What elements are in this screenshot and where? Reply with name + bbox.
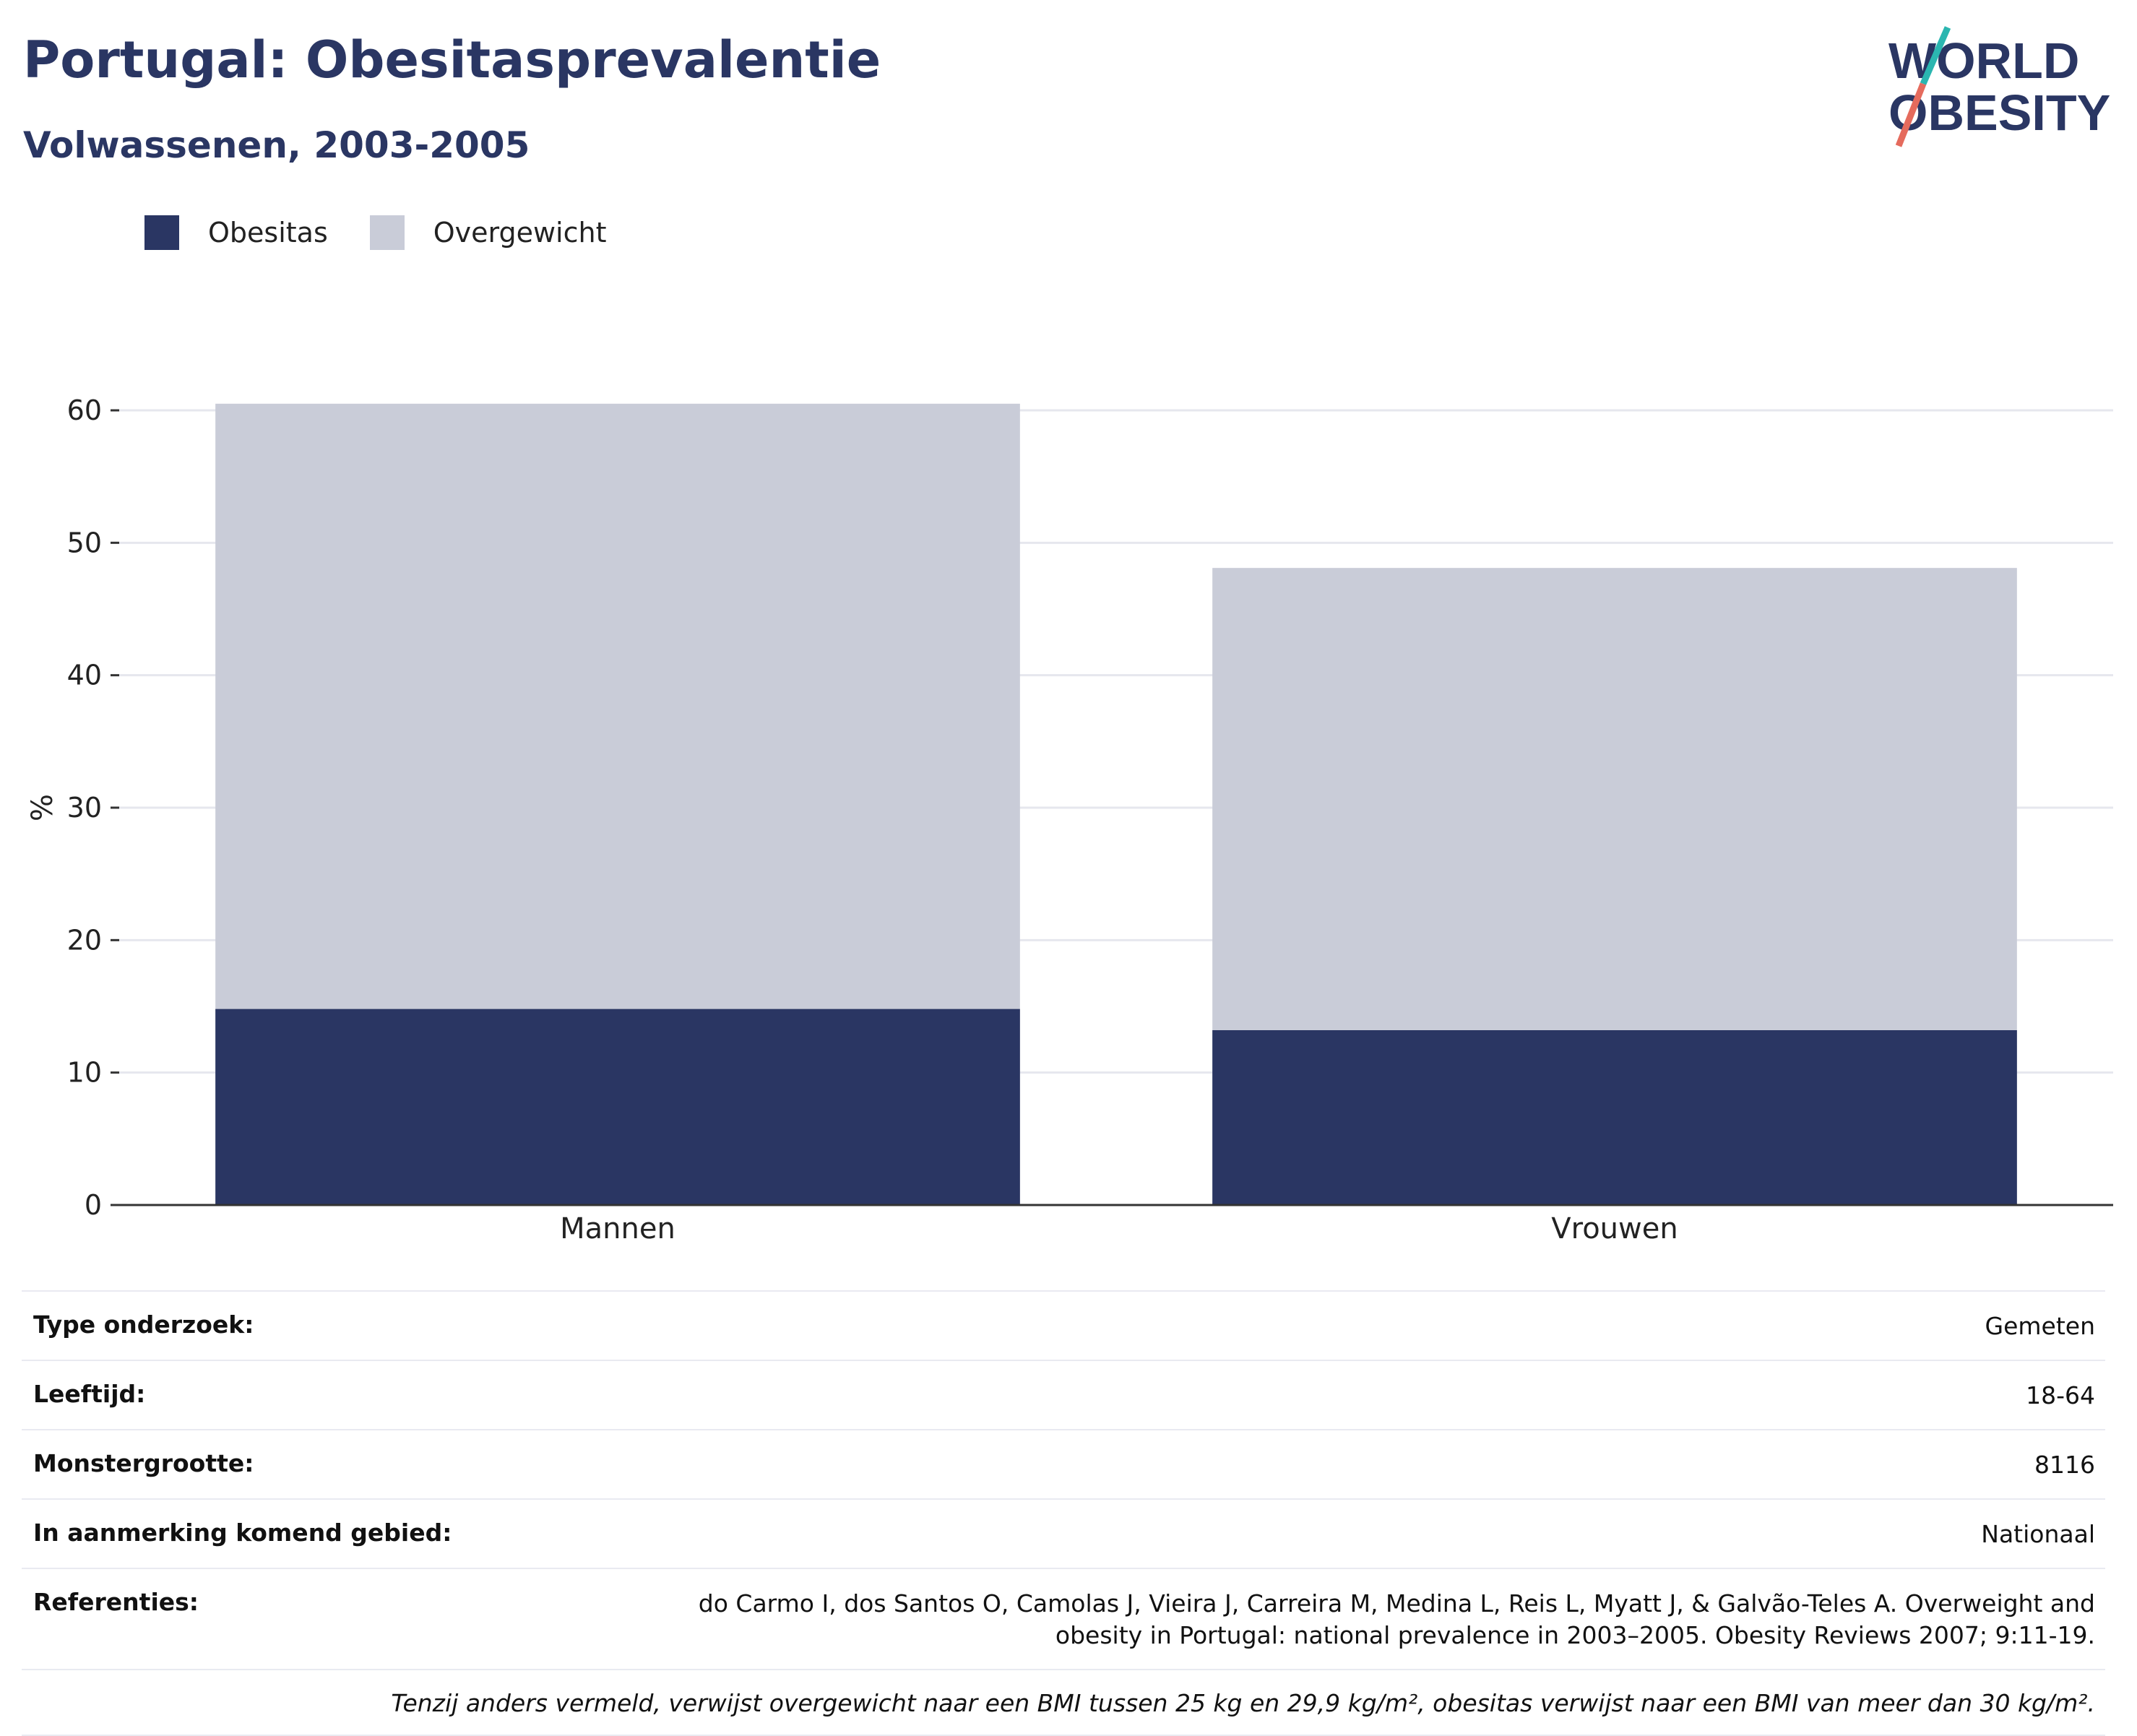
info-key: Referenties: bbox=[33, 1588, 199, 1616]
info-key: In aanmerking komend gebied: bbox=[33, 1519, 452, 1547]
info-row: Monstergrootte: 8116 bbox=[22, 1429, 2105, 1498]
info-row: Leeftijd: 18-64 bbox=[22, 1360, 2105, 1429]
y-tick-label: 50 bbox=[67, 527, 102, 558]
legend-swatch-obesitas bbox=[144, 215, 179, 250]
info-key: Monstergrootte: bbox=[33, 1449, 254, 1477]
info-value: Nationaal bbox=[1981, 1520, 2095, 1548]
bar-obesitas-mannen bbox=[215, 1009, 1020, 1205]
info-value: Gemeten bbox=[1985, 1312, 2095, 1340]
svg-text:WORLD: WORLD bbox=[1888, 33, 2079, 89]
y-tick-label: 10 bbox=[67, 1057, 102, 1089]
info-key: Type onderzoek: bbox=[33, 1310, 254, 1339]
legend-item-obesitas[interactable]: Obesitas bbox=[144, 215, 328, 250]
y-tick-label: 30 bbox=[67, 792, 102, 824]
info-key: Leeftijd: bbox=[33, 1380, 146, 1408]
info-row: Referenties: do Carmo I, dos Santos O, C… bbox=[22, 1568, 2105, 1669]
x-tick-label: Vrouwen bbox=[1551, 1212, 1678, 1245]
world-obesity-logo: WORLD OBESITY bbox=[1888, 26, 2110, 147]
bmi-footnote: Tenzij anders vermeld, verwijst overgewi… bbox=[22, 1669, 2105, 1736]
info-row: In aanmerking komend gebied: Nationaal bbox=[22, 1498, 2105, 1568]
bar-chart: 0 10 20 30 40 50 60% Mannen Vrouwen bbox=[26, 394, 2113, 1245]
info-table: Type onderzoek: Gemeten Leeftijd: 18-64 … bbox=[22, 1290, 2105, 1736]
y-tick-label: 40 bbox=[67, 660, 102, 691]
legend-item-overgewicht[interactable]: Overgewicht bbox=[369, 215, 607, 250]
y-axis-label: % bbox=[26, 794, 59, 821]
page-subtitle: Volwassenen, 2003-2005 bbox=[23, 124, 530, 166]
chart-legend: Obesitas Overgewicht bbox=[144, 215, 649, 250]
info-value: 18-64 bbox=[2026, 1381, 2095, 1409]
y-tick-label: 0 bbox=[85, 1189, 102, 1221]
svg-text:OBESITY: OBESITY bbox=[1888, 85, 2110, 141]
legend-label-overgewicht: Overgewicht bbox=[433, 217, 607, 249]
y-tick-label: 60 bbox=[67, 394, 102, 426]
info-value: 8116 bbox=[2034, 1451, 2095, 1479]
legend-swatch-overgewicht bbox=[369, 215, 405, 250]
y-tick-label: 20 bbox=[67, 924, 102, 956]
bar-obesitas-vrouwen bbox=[1212, 1030, 2017, 1205]
legend-label-obesitas: Obesitas bbox=[208, 217, 328, 249]
page-title: Portugal: Obesitasprevalentie bbox=[23, 30, 881, 90]
x-tick-label: Mannen bbox=[560, 1212, 675, 1245]
references-value: do Carmo I, dos Santos O, Camolas J, Vie… bbox=[698, 1589, 2095, 1649]
info-row: Type onderzoek: Gemeten bbox=[22, 1290, 2105, 1360]
